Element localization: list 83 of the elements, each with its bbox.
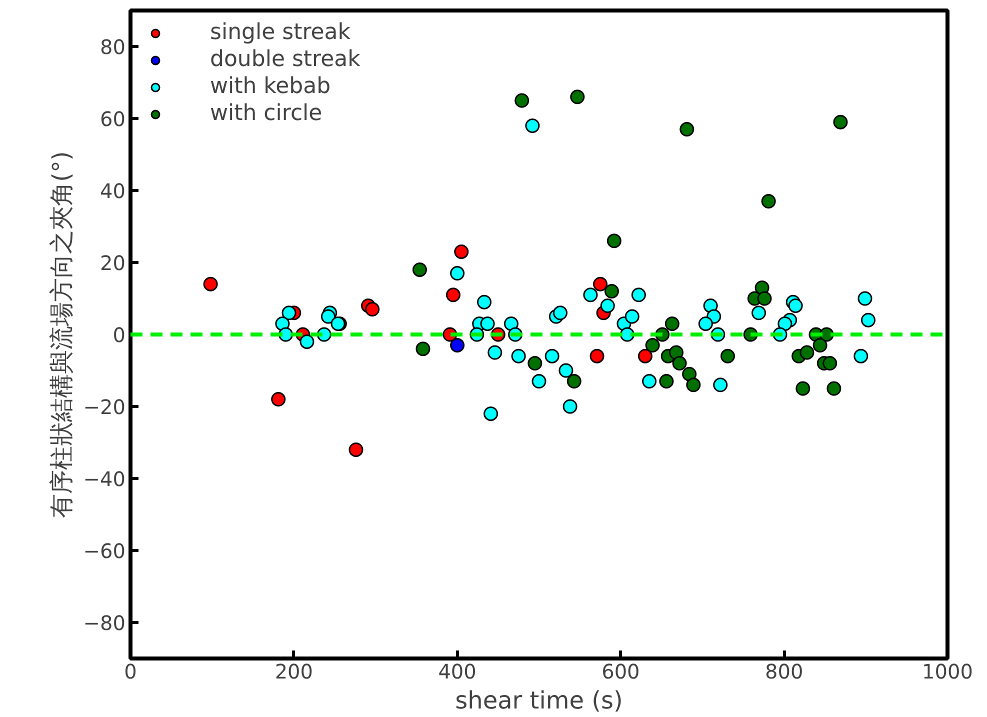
point (854, 348, 868, 364)
y-tick-label: −20 (83, 395, 126, 419)
point (570, 90, 585, 104)
point (720, 348, 735, 364)
point (525, 118, 540, 133)
point (624, 309, 640, 324)
point (450, 338, 465, 353)
x-tick-label: 1000 (922, 660, 973, 684)
point (604, 284, 619, 299)
x-tick-label: 200 (274, 660, 313, 684)
y-tick-label: −60 (83, 539, 126, 563)
point (446, 288, 460, 302)
point (861, 312, 876, 328)
y-tick-label: −40 (83, 467, 126, 491)
point (450, 266, 465, 281)
y-tick-label: 20 (100, 251, 126, 275)
point (752, 306, 766, 320)
y-tick-label: 0 (112, 323, 126, 347)
point (698, 316, 713, 331)
point (800, 345, 814, 360)
point (778, 316, 792, 331)
point (858, 291, 872, 306)
point (412, 262, 427, 277)
x-tick-label: 400 (438, 660, 476, 684)
point (788, 298, 803, 313)
point (416, 342, 430, 356)
point (271, 392, 286, 407)
legend-label: with circle (210, 101, 322, 126)
point (757, 291, 772, 306)
y-tick-label: −80 (83, 611, 126, 635)
point (511, 348, 526, 364)
point (645, 338, 660, 353)
legend-label: double streak (210, 47, 360, 72)
y-axis-title: 有序柱狀結構與流場方向之夾角(°) (47, 151, 76, 518)
y-tick-label: 80 (100, 35, 126, 59)
point (528, 356, 542, 371)
point (593, 276, 608, 292)
y-tick-label: 40 (100, 179, 126, 203)
point (686, 378, 701, 392)
x-tick-label: 600 (602, 660, 640, 684)
point (606, 234, 622, 248)
point (320, 309, 336, 324)
point (566, 374, 582, 389)
point (664, 316, 680, 331)
point (682, 366, 697, 382)
point (642, 374, 657, 389)
legend-label: single streak (210, 20, 351, 45)
point (514, 93, 530, 108)
x-axis-title: shear time (s) (455, 686, 623, 714)
point (484, 406, 498, 421)
point (812, 338, 828, 353)
point (552, 306, 568, 320)
point (477, 294, 492, 310)
point (488, 345, 502, 360)
point (454, 244, 469, 259)
x-tick-label: 800 (765, 660, 804, 684)
point (600, 298, 615, 313)
point (761, 194, 776, 209)
point (544, 348, 560, 364)
point (680, 122, 694, 137)
point (300, 334, 314, 349)
point (713, 378, 728, 392)
point (558, 363, 574, 378)
point (833, 114, 848, 130)
point (672, 356, 687, 371)
point (480, 316, 495, 331)
point (365, 302, 380, 317)
point (826, 381, 842, 396)
legend-label: with kebab (210, 74, 331, 99)
point (659, 374, 674, 389)
point (504, 316, 518, 331)
point (583, 288, 598, 302)
point (203, 276, 218, 292)
y-tick-label: 60 (100, 107, 126, 131)
point (590, 348, 604, 364)
point (796, 381, 810, 396)
point (822, 356, 838, 371)
point (631, 288, 646, 302)
point (638, 348, 652, 364)
point (348, 442, 364, 457)
point (282, 306, 296, 320)
point (532, 374, 546, 389)
point (562, 399, 578, 414)
